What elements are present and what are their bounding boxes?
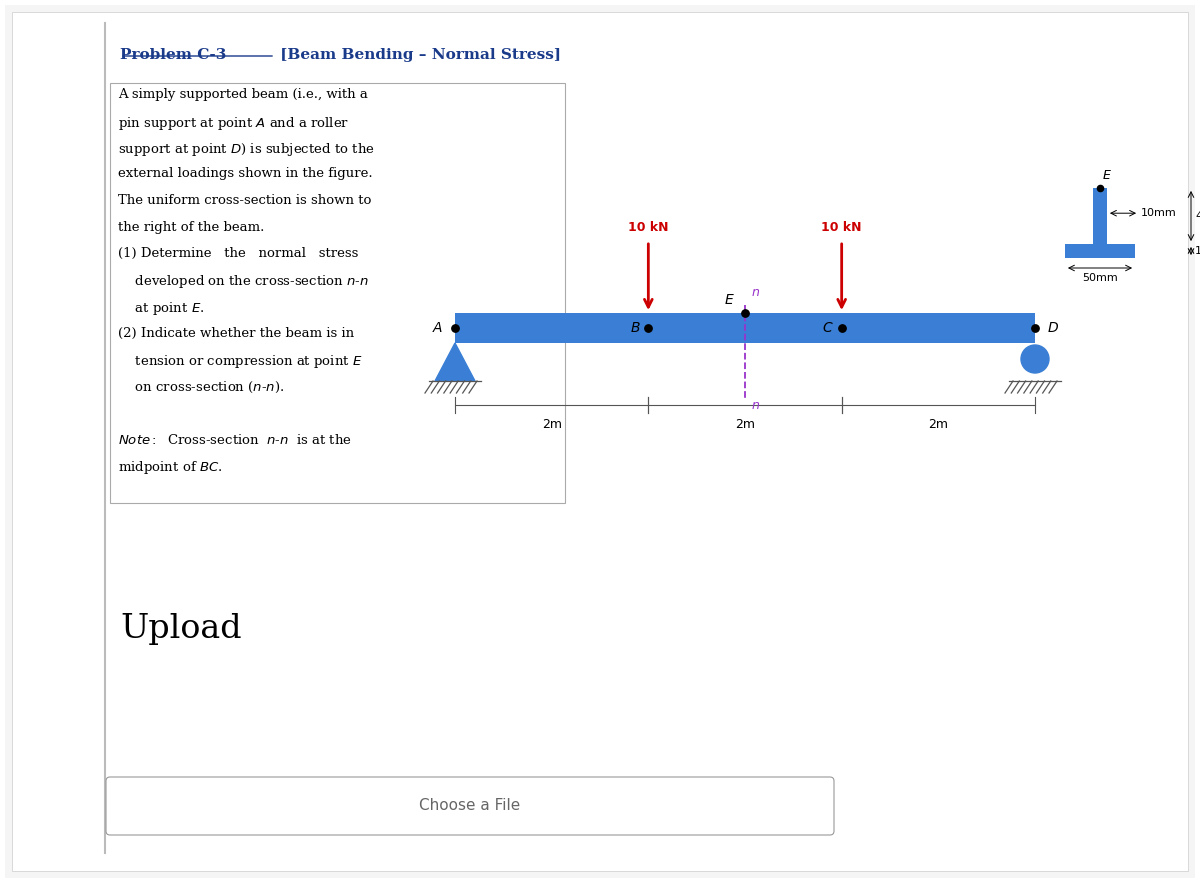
Point bbox=[1025, 321, 1044, 335]
Text: developed on the cross-section $n$-$n$: developed on the cross-section $n$-$n$ bbox=[118, 274, 368, 291]
Text: support at point $D$) is subjected to the: support at point $D$) is subjected to th… bbox=[118, 141, 374, 158]
Text: 40mm: 40mm bbox=[1195, 211, 1200, 221]
FancyBboxPatch shape bbox=[12, 12, 1188, 871]
Text: tension or compression at point $E$: tension or compression at point $E$ bbox=[118, 353, 362, 370]
FancyBboxPatch shape bbox=[110, 83, 565, 503]
Point bbox=[1091, 181, 1110, 195]
Text: $B$: $B$ bbox=[630, 321, 641, 335]
Text: The uniform cross-section is shown to: The uniform cross-section is shown to bbox=[118, 194, 371, 207]
Text: $A$: $A$ bbox=[432, 321, 443, 335]
Text: 10mm: 10mm bbox=[1195, 246, 1200, 256]
Text: Problem C-3: Problem C-3 bbox=[120, 48, 227, 62]
Text: 2m: 2m bbox=[541, 418, 562, 431]
Text: (2) Indicate whether the beam is in: (2) Indicate whether the beam is in bbox=[118, 327, 354, 339]
Text: $E$: $E$ bbox=[725, 293, 734, 307]
Text: $E$: $E$ bbox=[1102, 169, 1112, 182]
Text: pin support at point $A$ and a roller: pin support at point $A$ and a roller bbox=[118, 115, 349, 132]
Text: 2m: 2m bbox=[734, 418, 755, 431]
Point bbox=[832, 321, 851, 335]
Text: Choose a File: Choose a File bbox=[419, 798, 521, 813]
Text: at point $E$.: at point $E$. bbox=[118, 300, 204, 317]
Text: $n$: $n$ bbox=[751, 399, 760, 412]
FancyBboxPatch shape bbox=[106, 777, 834, 835]
Text: on cross-section ($n$-$n$).: on cross-section ($n$-$n$). bbox=[118, 380, 284, 395]
Text: 50mm: 50mm bbox=[1082, 273, 1118, 283]
Point bbox=[445, 321, 464, 335]
Text: 10 kN: 10 kN bbox=[822, 221, 862, 234]
Text: [Beam Bending – Normal Stress]: [Beam Bending – Normal Stress] bbox=[275, 48, 562, 62]
Text: (1) Determine   the   normal   stress: (1) Determine the normal stress bbox=[118, 247, 359, 260]
Text: midpoint of $BC$.: midpoint of $BC$. bbox=[118, 459, 222, 476]
Text: the right of the beam.: the right of the beam. bbox=[118, 221, 264, 233]
Text: $n$: $n$ bbox=[751, 286, 760, 299]
Text: 10 kN: 10 kN bbox=[628, 221, 668, 234]
Bar bbox=[1093, 188, 1108, 244]
Text: $\it{Note:}$  Cross-section  $n$-$n$  is at the: $\it{Note:}$ Cross-section $n$-$n$ is at… bbox=[118, 433, 352, 447]
Text: $C$: $C$ bbox=[822, 321, 834, 335]
Text: A simply supported beam (i.e., with a: A simply supported beam (i.e., with a bbox=[118, 88, 368, 101]
Circle shape bbox=[1021, 345, 1049, 373]
FancyBboxPatch shape bbox=[5, 5, 1195, 878]
Text: $D$: $D$ bbox=[1046, 321, 1060, 335]
Point bbox=[736, 306, 755, 320]
Text: 10mm: 10mm bbox=[1141, 208, 1177, 218]
Text: external loadings shown in the figure.: external loadings shown in the figure. bbox=[118, 168, 373, 180]
Text: 2m: 2m bbox=[929, 418, 948, 431]
Point bbox=[638, 321, 658, 335]
Bar bbox=[1066, 244, 1135, 258]
Polygon shape bbox=[434, 343, 475, 381]
Text: Upload: Upload bbox=[120, 613, 241, 645]
Bar bbox=[455, 313, 1034, 343]
